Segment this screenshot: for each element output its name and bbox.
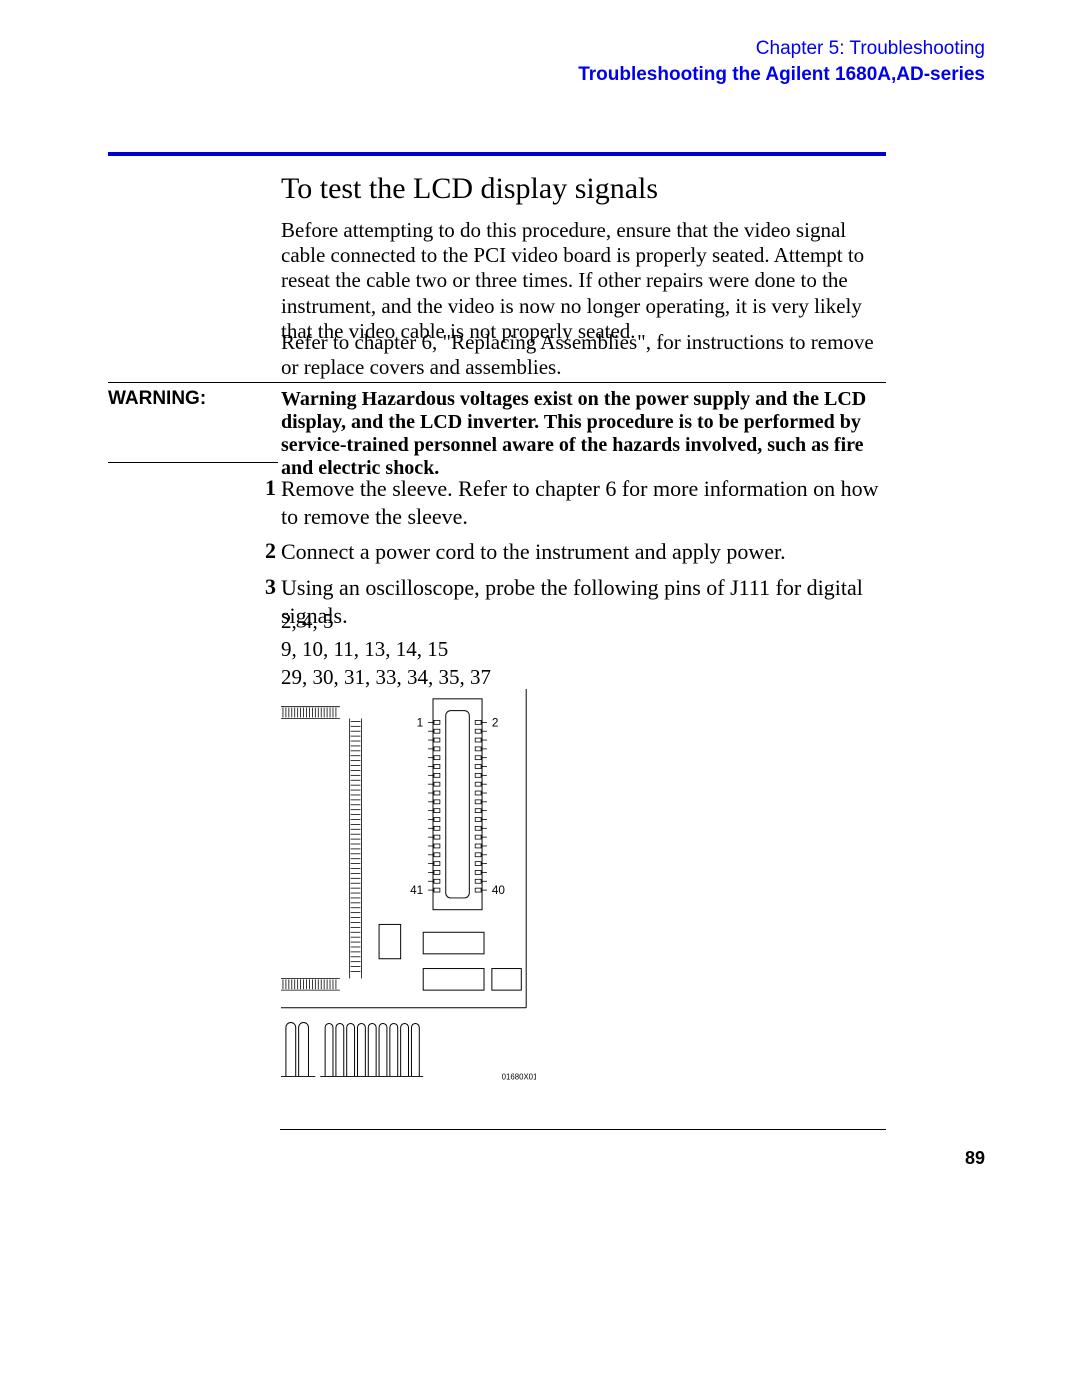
pin-label-40: 40 [492,884,506,897]
pin-list-1: 2, 4, 5 [281,607,886,635]
pin-label-1: 1 [417,716,424,729]
page-number: 89 [965,1148,985,1169]
warning-top-rule [108,382,886,383]
section-title: To test the LCD display signals [281,172,658,206]
pin-label-41: 41 [410,884,423,897]
step-text-1: Remove the sleeve. Refer to chapter 6 fo… [281,475,886,530]
intro-paragraph-2: Refer to chapter 6, "Replacing Assemblie… [281,330,886,380]
step-number-1: 1 [256,475,276,501]
section-subtitle: Troubleshooting the Agilent 1680A,AD-ser… [578,64,985,86]
pin-list-2: 9, 10, 11, 13, 14, 15 [281,635,886,663]
page: Chapter 5: Troubleshooting Troubleshooti… [0,0,1080,1397]
chapter-label: Chapter 5: Troubleshooting [578,38,985,60]
warning-text: Warning Hazardous voltages exist on the … [281,388,886,480]
bottom-rule [280,1129,886,1130]
step-number-2: 2 [256,538,276,564]
diagram-caption: 01680X01.cdr [502,1072,536,1081]
step-text-2: Connect a power cord to the instrument a… [281,538,886,566]
top-rule [108,152,886,156]
page-header: Chapter 5: Troubleshooting Troubleshooti… [578,38,985,86]
intro-paragraph-1: Before attempting to do this procedure, … [281,218,886,344]
step-number-3: 3 [256,574,276,600]
connector-diagram: 1 2 41 40 01680X01.cdr [281,685,536,1105]
pin-label-2: 2 [492,716,499,729]
warning-label: WARNING: [108,388,206,410]
warning-bottom-rule [108,462,278,463]
